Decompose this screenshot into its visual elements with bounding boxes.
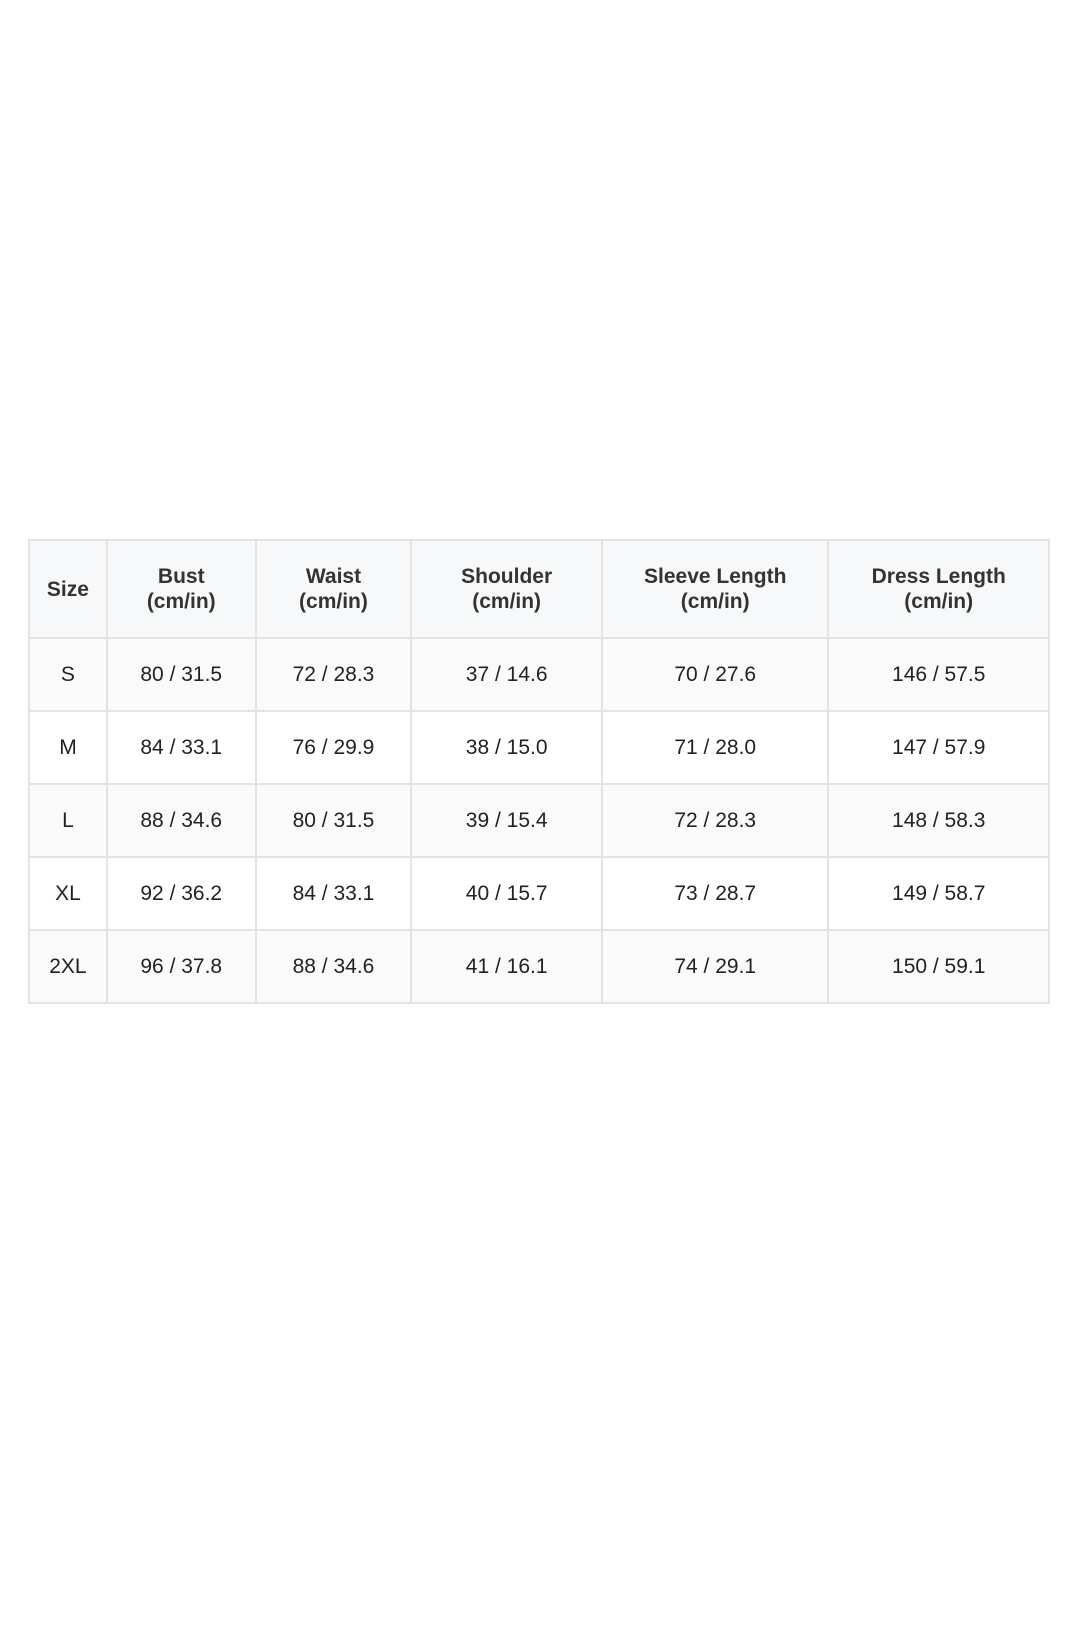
column-header: Dress Length (cm/in) xyxy=(827,539,1050,639)
column-header-label: Shoulder xyxy=(461,565,553,588)
measurement-cell: 150 / 59.1 xyxy=(827,929,1050,1004)
column-header: Size xyxy=(28,539,108,639)
size-cell: S xyxy=(28,637,108,712)
measurement-cell: 71 / 28.0 xyxy=(600,710,830,785)
column-header-label: Bust xyxy=(157,565,205,588)
measurement-cell: 84 / 33.1 xyxy=(105,710,257,785)
column-header-unit: (cm/in) xyxy=(680,590,750,613)
measurement-cell: 39 / 15.4 xyxy=(410,783,603,858)
measurement-cell: 148 / 58.3 xyxy=(827,783,1050,858)
measurement-cell: 92 / 36.2 xyxy=(105,856,257,931)
column-header-unit: (cm/in) xyxy=(904,590,974,613)
measurement-cell: 38 / 15.0 xyxy=(410,710,603,785)
measurement-cell: 74 / 29.1 xyxy=(600,929,830,1004)
table-body: S 80 / 31.5 72 / 28.3 37 / 14.6 70 / 27.6 146… xyxy=(28,637,1050,1004)
measurement-cell: 149 / 58.7 xyxy=(827,856,1050,931)
measurement-cell: 72 / 28.3 xyxy=(254,637,413,712)
measurement-cell: 73 / 28.7 xyxy=(600,856,830,931)
measurement-cell: 76 / 29.9 xyxy=(254,710,413,785)
table-row: S 80 / 31.5 72 / 28.3 37 / 14.6 70 / 27.6 146… xyxy=(28,637,1050,712)
column-header: Waist (cm/in) xyxy=(254,539,413,639)
column-header-unit: (cm/in) xyxy=(472,590,542,613)
size-chart-table: Size Bust (cm/in) Waist (cm/in) Shoulder (cm/i… xyxy=(28,539,1050,1004)
measurement-cell: 88 / 34.6 xyxy=(254,929,413,1004)
size-cell: 2XL xyxy=(28,929,108,1004)
measurement-cell: 37 / 14.6 xyxy=(410,637,603,712)
column-header-label: Size xyxy=(46,577,89,601)
measurement-cell: 80 / 31.5 xyxy=(105,637,257,712)
header-row: Size Bust (cm/in) Waist (cm/in) Shoulder (cm/i… xyxy=(28,539,1050,639)
size-cell: XL xyxy=(28,856,108,931)
column-header: Bust (cm/in) xyxy=(105,539,257,639)
measurement-cell: 41 / 16.1 xyxy=(410,929,603,1004)
measurement-cell: 70 / 27.6 xyxy=(600,637,830,712)
column-header-label: Dress Length xyxy=(871,565,1006,588)
table-row: M 84 / 33.1 76 / 29.9 38 / 15.0 71 / 28.0 147… xyxy=(28,710,1050,785)
size-cell: M xyxy=(28,710,108,785)
column-header-label: Sleeve Length xyxy=(644,565,787,588)
measurement-cell: 147 / 57.9 xyxy=(827,710,1050,785)
column-header: Shoulder (cm/in) xyxy=(410,539,603,639)
measurement-cell: 146 / 57.5 xyxy=(827,637,1050,712)
column-header-unit: (cm/in) xyxy=(146,590,216,613)
measurement-cell: 80 / 31.5 xyxy=(254,783,413,858)
measurement-cell: 72 / 28.3 xyxy=(600,783,830,858)
measurement-cell: 40 / 15.7 xyxy=(410,856,603,931)
measurement-cell: 88 / 34.6 xyxy=(105,783,257,858)
table-row: L 88 / 34.6 80 / 31.5 39 / 15.4 72 / 28.3 148… xyxy=(28,783,1050,858)
column-header-label: Waist xyxy=(305,565,362,588)
measurement-cell: 84 / 33.1 xyxy=(254,856,413,931)
size-cell: L xyxy=(28,783,108,858)
table-row: XL 92 / 36.2 84 / 33.1 40 / 15.7 73 / 28.7 14… xyxy=(28,856,1050,931)
column-header-unit: (cm/in) xyxy=(299,590,368,613)
table-row: 2XL 96 / 37.8 88 / 34.6 41 / 16.1 74 / 29.1 1… xyxy=(28,929,1050,1004)
column-header: Sleeve Length (cm/in) xyxy=(600,539,830,639)
measurement-cell: 96 / 37.8 xyxy=(105,929,257,1004)
